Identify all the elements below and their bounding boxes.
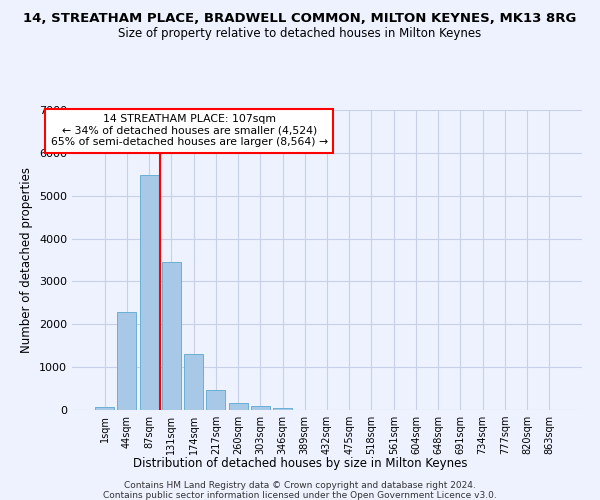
Text: Distribution of detached houses by size in Milton Keynes: Distribution of detached houses by size … <box>133 458 467 470</box>
Bar <box>251 406 270 410</box>
Bar <box>140 175 158 410</box>
Text: Size of property relative to detached houses in Milton Keynes: Size of property relative to detached ho… <box>118 28 482 40</box>
Bar <box>184 354 203 410</box>
Bar <box>162 262 181 410</box>
Text: 14, STREATHAM PLACE, BRADWELL COMMON, MILTON KEYNES, MK13 8RG: 14, STREATHAM PLACE, BRADWELL COMMON, MI… <box>23 12 577 26</box>
Text: 14 STREATHAM PLACE: 107sqm
← 34% of detached houses are smaller (4,524)
65% of s: 14 STREATHAM PLACE: 107sqm ← 34% of deta… <box>50 114 328 148</box>
Bar <box>206 390 225 410</box>
Bar <box>95 407 114 410</box>
Bar <box>229 403 248 410</box>
Text: Contains public sector information licensed under the Open Government Licence v3: Contains public sector information licen… <box>103 491 497 500</box>
Bar <box>118 312 136 410</box>
Text: Contains HM Land Registry data © Crown copyright and database right 2024.: Contains HM Land Registry data © Crown c… <box>124 481 476 490</box>
Y-axis label: Number of detached properties: Number of detached properties <box>20 167 34 353</box>
Bar <box>273 408 292 410</box>
